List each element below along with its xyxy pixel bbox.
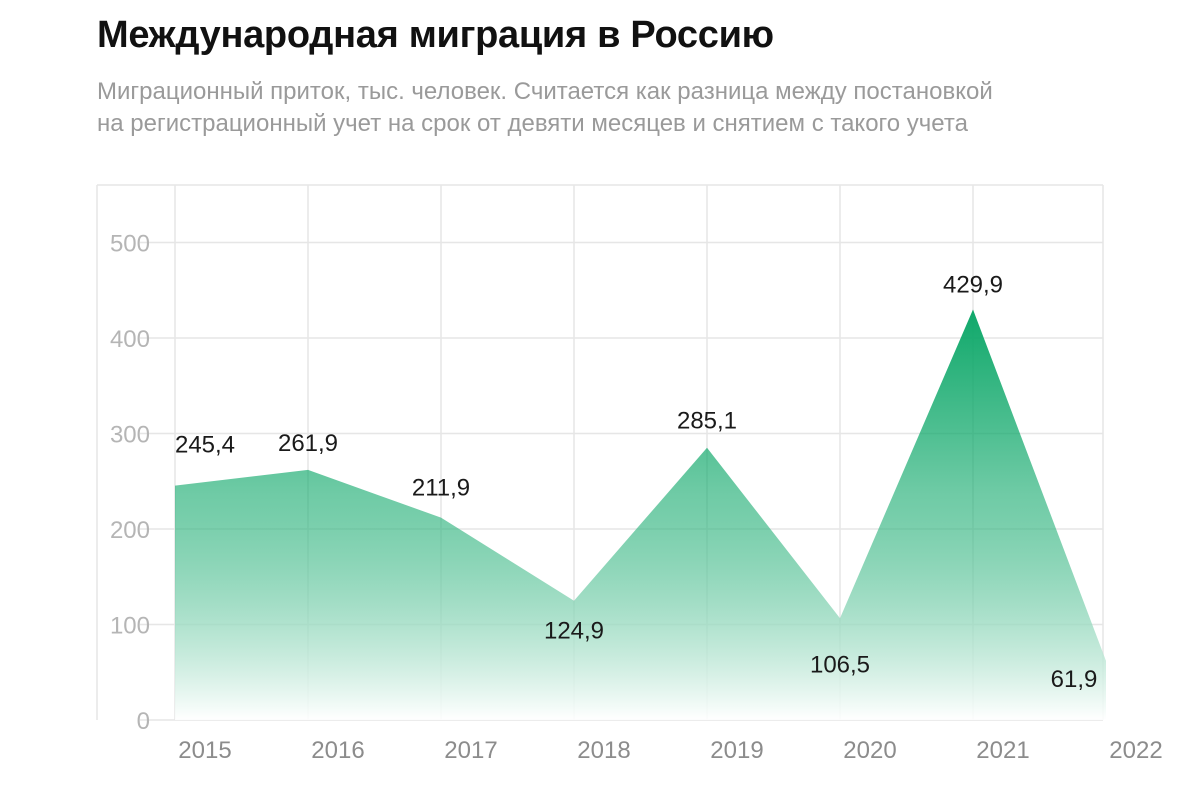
y-tick-label: 400 (110, 326, 150, 353)
y-tick-label: 100 (110, 613, 150, 640)
x-tick-label: 2015 (178, 737, 231, 764)
data-label: 61,9 (1051, 666, 1098, 693)
x-tick-label: 2021 (976, 737, 1029, 764)
data-label: 124,9 (544, 618, 604, 645)
x-tick-label: 2016 (311, 737, 364, 764)
data-label: 211,9 (412, 475, 470, 502)
y-tick-label: 500 (110, 231, 150, 258)
x-tick-label: 2020 (843, 737, 896, 764)
y-tick-label: 0 (137, 708, 150, 735)
data-label: 429,9 (943, 271, 1003, 298)
area-series (175, 309, 1106, 720)
y-tick-label: 300 (110, 422, 150, 449)
chart-title: Международная миграция в Россию (97, 14, 774, 56)
chart-subtitle: Миграционный приток, тыс. человек. Счита… (97, 78, 993, 137)
data-label: 245,4 (175, 432, 235, 459)
x-tick-label: 2022 (1109, 737, 1162, 764)
data-label: 285,1 (677, 408, 737, 435)
y-tick-label: 200 (110, 517, 150, 544)
data-label: 106,5 (810, 651, 870, 678)
x-tick-label: 2017 (444, 737, 497, 764)
x-tick-label: 2019 (710, 737, 763, 764)
data-label: 261,9 (278, 430, 338, 457)
x-tick-label: 2018 (577, 737, 630, 764)
